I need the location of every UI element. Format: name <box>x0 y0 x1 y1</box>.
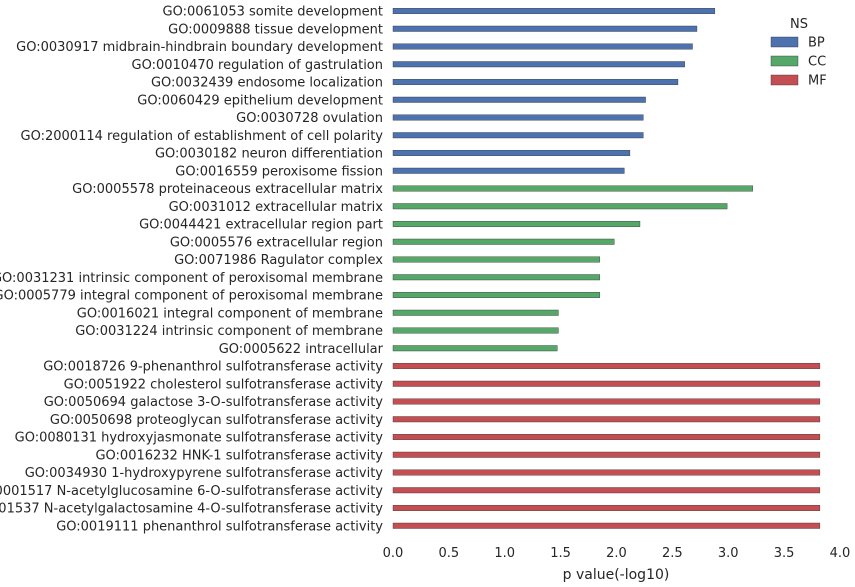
category-label: GO:0050694 galactose 3-O-sulfotransferas… <box>44 395 384 410</box>
category-label: GO:0032439 endosome localization <box>151 76 383 91</box>
legend: NS BP CC MF <box>770 17 827 89</box>
category-label: GO:0030182 neuron differentiation <box>155 147 383 162</box>
x-tick-label: 3.0 <box>718 546 739 561</box>
bar-0 <box>392 8 716 14</box>
bar-8 <box>392 150 631 156</box>
category-label: GO:0005576 extracellular region <box>170 235 383 250</box>
category-label: GO:0044421 extracellular region part <box>139 218 383 233</box>
x-axis-label: p value(-log10) <box>563 567 670 583</box>
bar-28 <box>392 505 821 511</box>
bar-13 <box>392 238 615 245</box>
legend-swatch-cc <box>770 55 799 67</box>
x-tick-label: 0.5 <box>439 546 460 561</box>
category-label: GO:0050698 proteoglycan sulfotransferase… <box>50 413 383 428</box>
legend-label-bp: BP <box>808 36 825 51</box>
category-labels: GO:0061053 somite development GO:0009888 … <box>0 5 384 535</box>
x-tick-label: 2.0 <box>606 546 627 561</box>
category-label: GO:0034930 1-hydroxypyrene sulfotransfer… <box>25 466 384 481</box>
bar-16 <box>392 292 600 298</box>
bar-7 <box>392 132 644 139</box>
x-tick-label: 2.5 <box>662 546 683 561</box>
category-label: GO:0009888 tissue development <box>168 22 383 37</box>
category-label: GO:0001537 N-acetylgalactosamine 4-O-sul… <box>0 502 383 517</box>
legend-swatch-mf <box>770 74 799 86</box>
bar-18 <box>392 327 559 334</box>
category-label: GO:0031231 intrinsic component of peroxi… <box>0 271 383 286</box>
bar-3 <box>392 61 685 68</box>
x-tick-label: 1.0 <box>494 546 515 561</box>
category-label: GO:0071986 Ragulator complex <box>174 253 383 268</box>
x-axis-ticks: 0.0 0.5 1.0 1.5 2.0 2.5 3.0 3.5 4.0 <box>383 546 851 561</box>
legend-label-mf: MF <box>808 74 827 89</box>
legend-label-cc: CC <box>808 55 826 70</box>
x-tick-label: 3.5 <box>774 546 795 561</box>
legend-swatch-bp <box>770 36 799 48</box>
bar-25 <box>392 451 821 458</box>
bar-9 <box>392 167 625 174</box>
category-label: GO:0060429 epithelium development <box>137 93 383 108</box>
bar-6 <box>392 114 644 121</box>
category-label: GO:0010470 regulation of gastrulation <box>132 58 383 73</box>
category-label: GO:0019111 phenanthrol sulfotransferase … <box>56 519 383 534</box>
category-label: GO:0030917 midbrain-hindbrain boundary d… <box>16 40 383 55</box>
x-tick-label: 1.5 <box>550 546 571 561</box>
bar-20 <box>392 363 821 369</box>
category-label: GO:0018726 9-phenanthrol sulfotransferas… <box>43 360 383 375</box>
bar-5 <box>392 96 646 103</box>
legend-entries: BP CC MF <box>770 36 827 89</box>
category-label: GO:0061053 somite development <box>163 5 383 20</box>
bar-26 <box>392 469 821 476</box>
category-label: GO:0016021 integral component of membran… <box>77 306 383 321</box>
category-label: GO:2000114 regulation of establishment o… <box>21 129 384 144</box>
bar-11 <box>392 203 728 210</box>
bar-23 <box>392 416 821 423</box>
category-label: GO:0005578 proteinaceous extracellular m… <box>72 182 383 197</box>
category-label: GO:0031012 extracellular matrix <box>169 200 384 215</box>
category-label: GO:0016559 peroxisome fission <box>175 164 383 179</box>
bar-12 <box>392 221 641 227</box>
bar-15 <box>392 274 600 281</box>
bar-22 <box>392 398 821 405</box>
x-tick-label: 0.0 <box>383 546 404 561</box>
category-label: GO:0005779 integral component of peroxis… <box>0 289 383 304</box>
bar-21 <box>392 380 821 387</box>
bar-1 <box>392 25 698 32</box>
bar-19 <box>392 345 558 352</box>
category-label: GO:0001517 N-acetylglucosamine 6-O-sulfo… <box>0 484 383 499</box>
bar-14 <box>392 256 600 263</box>
bar-29 <box>392 522 821 529</box>
bar-2 <box>392 43 693 50</box>
category-label: GO:0051922 cholesterol sulfotransferase … <box>64 377 384 392</box>
category-label: GO:0031224 intrinsic component of membra… <box>75 324 383 339</box>
category-label: GO:0030728 ovulation <box>236 111 383 126</box>
legend-title: NS <box>790 17 808 32</box>
x-tick-label: 4.0 <box>830 546 851 561</box>
bars-layer <box>392 8 821 529</box>
bar-4 <box>392 79 679 85</box>
bar-10 <box>392 185 754 192</box>
bar-24 <box>392 434 821 440</box>
category-label: GO:0080131 hydroxyjasmonate sulfotransfe… <box>15 431 384 446</box>
bar-17 <box>392 309 559 316</box>
category-label: GO:0016232 HNK-1 sulfotransferase activi… <box>95 448 383 463</box>
category-label: GO:0005622 intracellular <box>219 342 384 357</box>
bar-27 <box>392 487 821 494</box>
